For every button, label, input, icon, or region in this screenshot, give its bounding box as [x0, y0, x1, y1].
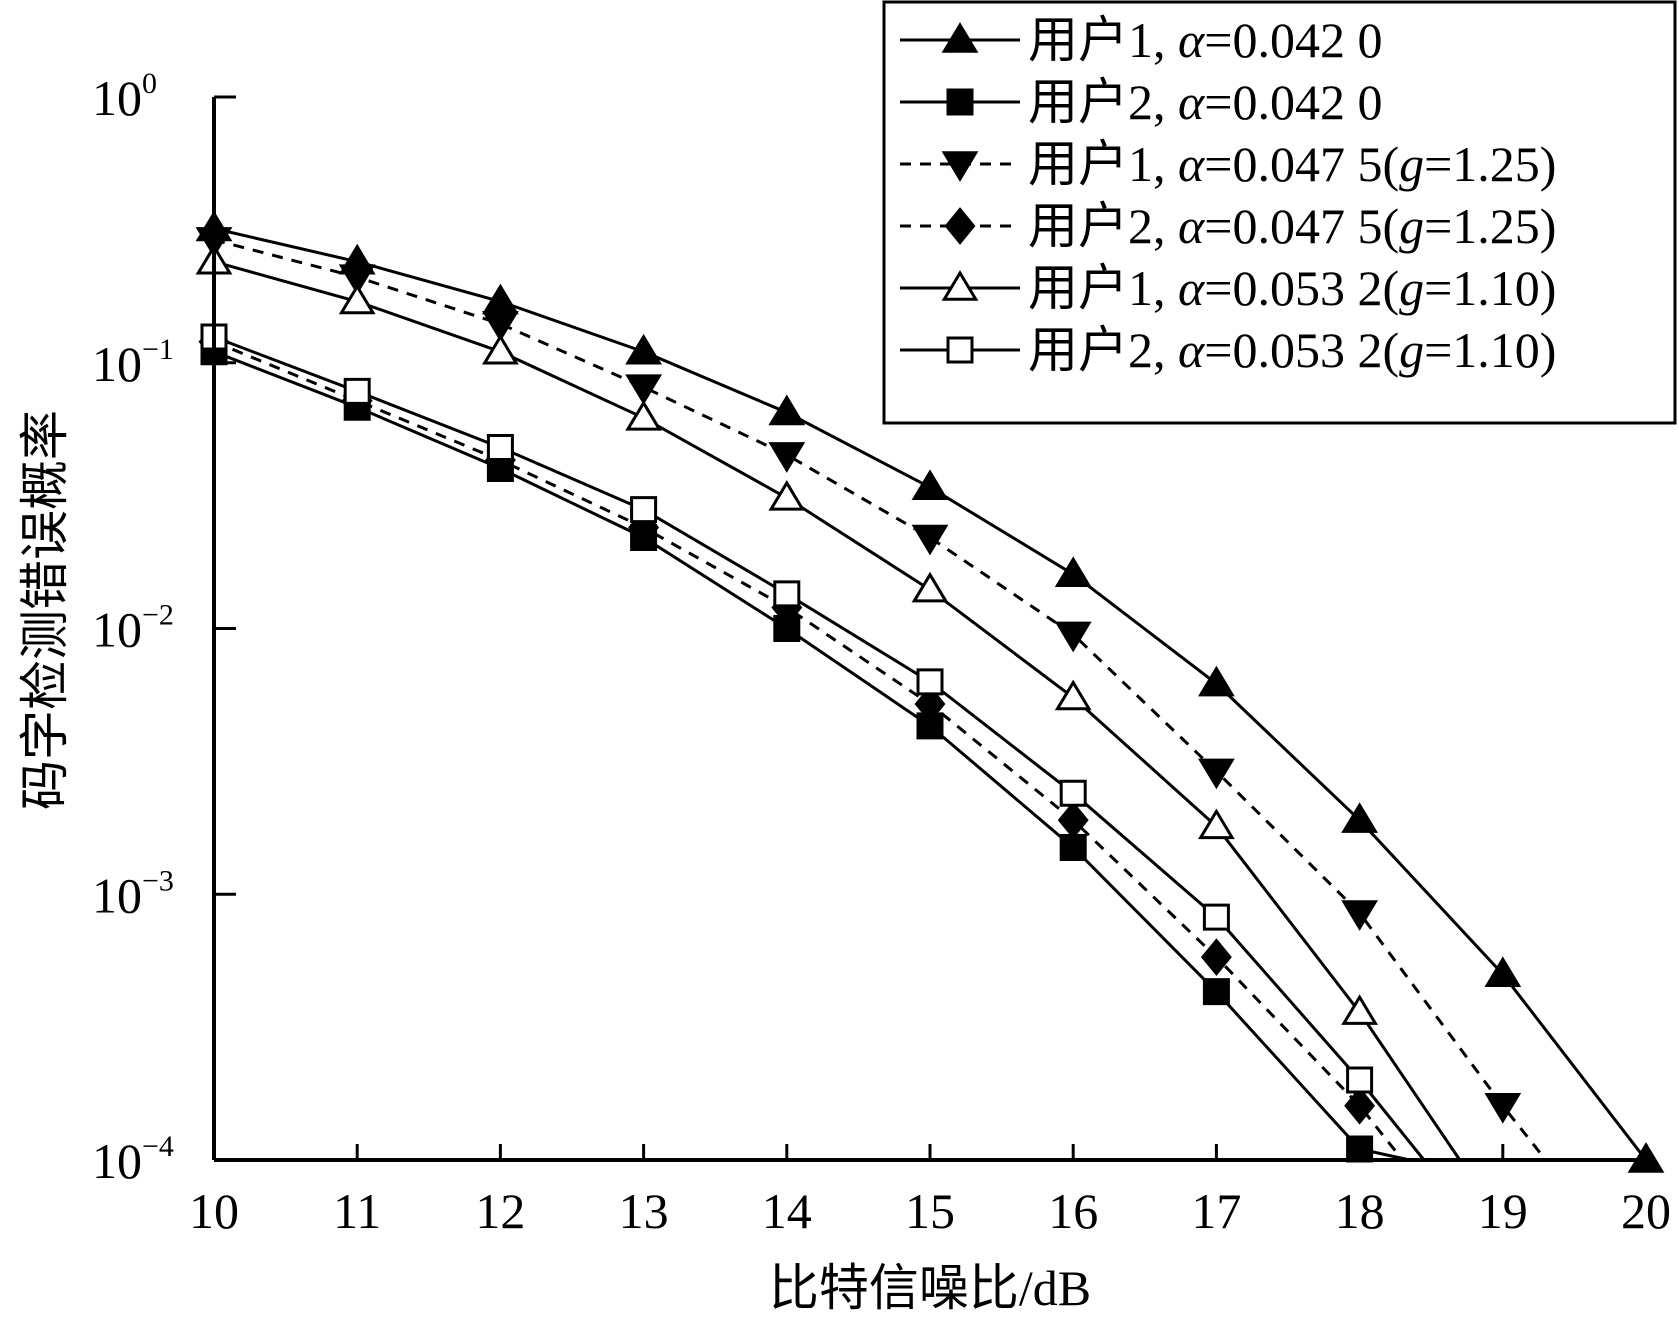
series-5-point — [1198, 808, 1235, 840]
x-tick-label: 12 — [475, 1183, 525, 1239]
y-tick-label: 10−2 — [92, 599, 174, 658]
legend-label-4: 用户2, α=0.047 5(g=1.25) — [1028, 198, 1556, 254]
x-tick-label: 10 — [189, 1183, 239, 1239]
legend-label-3: 用户1, α=0.047 5(g=1.25) — [1028, 136, 1556, 192]
legend-marker-5 — [941, 270, 979, 301]
x-tick-label: 17 — [1191, 1183, 1241, 1239]
series-6-point — [916, 668, 944, 696]
x-ticks: 10 11 12 13 14 15 16 17 18 19 20 — [189, 1144, 1671, 1239]
series-3-point — [1484, 1093, 1522, 1124]
x-tick-label: 15 — [905, 1183, 955, 1239]
series-line-3 — [213, 238, 1547, 1161]
series-line-6 — [213, 335, 1426, 1161]
x-tick-label: 11 — [333, 1183, 381, 1239]
series-3-point — [338, 264, 376, 296]
y-tick-label: 10−1 — [92, 333, 174, 392]
legend-marker-1 — [941, 22, 979, 53]
x-tick-label: 14 — [762, 1183, 812, 1239]
series-6-point — [773, 580, 801, 608]
series-4-point — [1344, 1086, 1376, 1125]
series-2-point — [1059, 833, 1087, 861]
plot-markers — [195, 210, 1665, 1173]
series-6-point — [1346, 1066, 1374, 1094]
series-3-point — [768, 442, 806, 473]
legend-box — [882, 0, 1677, 425]
series-6-point — [343, 377, 371, 405]
series-5-point — [625, 400, 662, 431]
series-5-point — [482, 333, 519, 365]
series-1-point — [1341, 802, 1378, 833]
series-1-point — [768, 394, 806, 426]
series-1-point — [1484, 956, 1522, 987]
series-5-point — [768, 480, 806, 511]
x-axis-label: 比特信噪比/dB — [769, 1260, 1091, 1316]
legend-marker-2 — [946, 88, 974, 116]
y-axis-label: 码字检测错误概率 — [17, 410, 73, 810]
legend-label-1: 用户1, α=0.042 0 — [1028, 12, 1382, 68]
legend-marker-4 — [944, 207, 976, 245]
y-tick-label: 10−3 — [92, 864, 174, 923]
series-1-point — [1054, 556, 1092, 588]
x-tick-label: 13 — [619, 1183, 669, 1239]
series-line-5 — [213, 260, 1462, 1161]
series-3-point — [1198, 758, 1235, 790]
series-3-point — [482, 311, 519, 342]
series-5-point — [338, 283, 376, 315]
x-tick-label: 18 — [1335, 1183, 1385, 1239]
series-5-point — [911, 571, 949, 603]
legend-marker-3 — [941, 151, 979, 182]
series-line-2 — [213, 350, 1411, 1162]
series-6-point — [630, 496, 658, 524]
series-6-point — [486, 433, 514, 461]
series-3-point — [1054, 621, 1092, 653]
legend-label-5: 用户1, α=0.053 2(g=1.10) — [1028, 260, 1556, 316]
legend-label-6: 用户2, α=0.053 2(g=1.10) — [1028, 322, 1556, 378]
series-3-point — [911, 524, 949, 556]
legend-marker-6 — [946, 336, 974, 364]
series-1-point — [911, 469, 949, 501]
series-6-point — [1202, 903, 1230, 931]
legend-label-2: 用户2, α=0.042 0 — [1028, 74, 1382, 130]
series-5-point — [1054, 679, 1092, 711]
y-tick-label: 100 — [92, 67, 157, 126]
series-6-point — [1059, 779, 1087, 807]
series-3-point — [1341, 900, 1378, 931]
series-4-point — [1200, 938, 1232, 976]
y-tick-label: 10−4 — [92, 1130, 174, 1189]
series-1-point — [625, 333, 662, 365]
legend: 用户1, α=0.042 0 用户2, α=0.042 0 用户1, α=0.047… — [882, 0, 1677, 425]
y-ticks: 100 10−1 10−2 10−3 10−4 — [92, 67, 236, 1189]
series-1-point — [1198, 665, 1235, 697]
x-tick-label: 19 — [1478, 1183, 1528, 1239]
series-4-point — [914, 685, 946, 723]
x-tick-label: 20 — [1621, 1183, 1671, 1239]
series-4-point — [1057, 801, 1089, 840]
series-2-point — [1202, 978, 1230, 1006]
series-3-point — [625, 374, 662, 405]
series-5-point — [1341, 994, 1378, 1025]
series-line-4 — [213, 340, 1404, 1161]
x-tick-label: 16 — [1048, 1183, 1098, 1239]
